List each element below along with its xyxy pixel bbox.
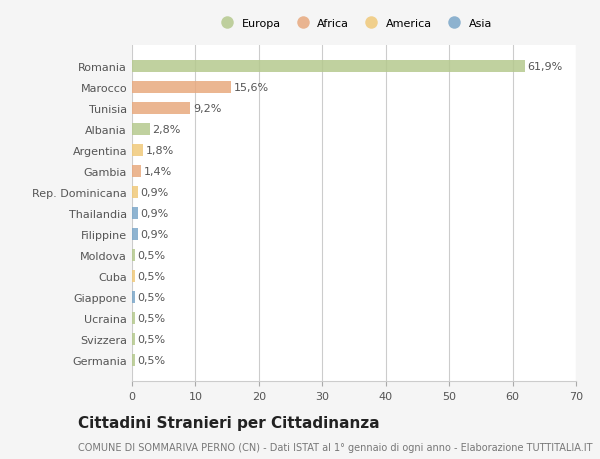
Text: 61,9%: 61,9% bbox=[527, 62, 562, 72]
Bar bbox=[132, 333, 135, 345]
Text: 1,8%: 1,8% bbox=[146, 146, 174, 156]
Bar bbox=[132, 207, 138, 219]
Text: 15,6%: 15,6% bbox=[233, 83, 269, 93]
Text: 0,5%: 0,5% bbox=[138, 313, 166, 323]
Text: 0,5%: 0,5% bbox=[138, 355, 166, 365]
Bar bbox=[132, 61, 524, 73]
Bar bbox=[132, 313, 135, 324]
Bar bbox=[132, 270, 135, 282]
Bar bbox=[132, 187, 138, 198]
Text: 0,5%: 0,5% bbox=[138, 292, 166, 302]
Bar bbox=[132, 145, 143, 157]
Bar bbox=[132, 250, 135, 261]
Text: COMUNE DI SOMMARIVA PERNO (CN) - Dati ISTAT al 1° gennaio di ogni anno - Elabora: COMUNE DI SOMMARIVA PERNO (CN) - Dati IS… bbox=[78, 442, 593, 452]
Text: 0,5%: 0,5% bbox=[138, 334, 166, 344]
Bar bbox=[132, 103, 190, 114]
Bar bbox=[132, 166, 141, 177]
Text: 9,2%: 9,2% bbox=[193, 104, 221, 114]
Text: 0,9%: 0,9% bbox=[140, 208, 169, 218]
Bar bbox=[132, 354, 135, 366]
Bar bbox=[132, 124, 150, 135]
Text: 0,9%: 0,9% bbox=[140, 230, 169, 239]
Text: 2,8%: 2,8% bbox=[152, 125, 181, 134]
Text: 0,5%: 0,5% bbox=[138, 250, 166, 260]
Text: 0,9%: 0,9% bbox=[140, 188, 169, 197]
Bar bbox=[132, 229, 138, 240]
Bar bbox=[132, 82, 231, 94]
Text: Cittadini Stranieri per Cittadinanza: Cittadini Stranieri per Cittadinanza bbox=[78, 415, 380, 431]
Legend: Europa, Africa, America, Asia: Europa, Africa, America, Asia bbox=[211, 15, 497, 34]
Text: 1,4%: 1,4% bbox=[143, 167, 172, 177]
Text: 0,5%: 0,5% bbox=[138, 271, 166, 281]
Bar bbox=[132, 291, 135, 303]
